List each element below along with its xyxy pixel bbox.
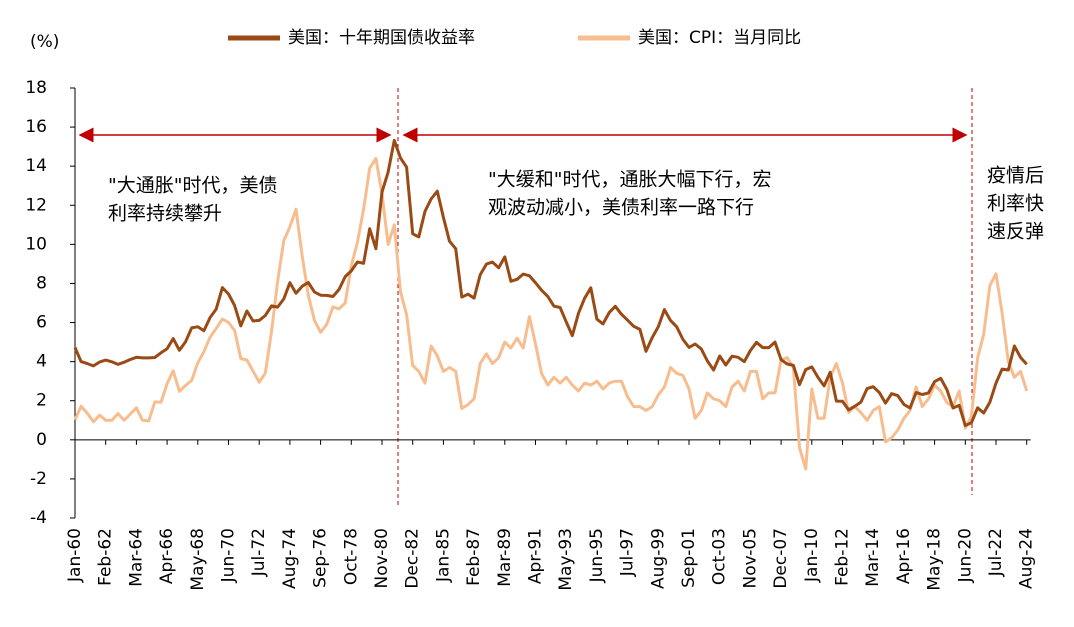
x-tick-label: Sep-76 (311, 528, 331, 588)
x-tick-label: Feb-62 (96, 528, 116, 586)
y-tick-label: 12 (25, 195, 47, 215)
x-tick-label: Jul-22 (986, 528, 1006, 577)
y-tick-label: 18 (25, 78, 47, 98)
x-tick-label: Apr-91 (526, 528, 546, 584)
x-tick-label: Dec-07 (771, 528, 791, 589)
y-tick-label: 14 (25, 156, 47, 176)
x-tick-label: Nov-05 (740, 528, 760, 589)
y-tick-label: -2 (30, 469, 47, 489)
y-tick-label: 6 (36, 313, 47, 333)
series-line (73, 156, 1029, 471)
y-tick-label: 16 (25, 117, 47, 137)
series-line (73, 138, 1028, 427)
x-tick-label: Aug-99 (648, 528, 668, 589)
x-tick-label: Mar-64 (126, 528, 146, 587)
x-tick-label: Oct-78 (341, 528, 361, 585)
annotation: "大缓和"时代，通胀大幅下行，宏 (488, 169, 771, 191)
y-unit: (%) (30, 32, 59, 52)
y-tick-label: 0 (36, 430, 47, 450)
x-tick-label: Feb-12 (833, 528, 853, 586)
x-tick-label: Sep-01 (679, 528, 699, 588)
x-tick-label: Aug-24 (1017, 528, 1037, 589)
x-tick-label: May-18 (925, 528, 945, 591)
y-tick-label: -4 (30, 508, 47, 528)
annotation: 观波动减小，美债利率一路下行 (488, 197, 754, 219)
x-tick-label: Feb-87 (464, 528, 484, 586)
annotation: 疫情后 (987, 165, 1044, 187)
x-tick-label: Aug-74 (280, 528, 300, 589)
x-tick-label: Jun-70 (219, 528, 239, 583)
y-tick-label: 2 (36, 391, 47, 411)
x-tick-label: Jan-60 (65, 528, 85, 583)
x-tick-label: May-93 (556, 528, 576, 591)
annotation: 利率快 (987, 193, 1044, 215)
x-tick-label: Mar-89 (495, 528, 515, 587)
x-tick-label: Jan-10 (802, 528, 822, 583)
x-tick-label: Jun-95 (587, 528, 607, 583)
x-tick-label: Oct-03 (710, 528, 730, 585)
x-tick-label: Jan-85 (433, 528, 453, 583)
x-tick-label: Mar-14 (863, 528, 883, 587)
x-tick-label: Jun-20 (955, 528, 975, 583)
x-tick-label: Dec-82 (403, 528, 423, 589)
annotation: 利率持续攀升 (108, 203, 222, 225)
y-tick-label: 8 (36, 273, 47, 293)
annotation: "大通胀"时代，美债 (108, 175, 277, 197)
x-tick-label: May-68 (188, 528, 208, 591)
x-tick-label: Jul-97 (618, 528, 638, 577)
annotation: 速反弹 (987, 221, 1044, 243)
y-tick-label: 4 (36, 352, 47, 372)
x-tick-label: Apr-16 (894, 528, 914, 584)
y-tick-label: 10 (25, 234, 47, 254)
x-tick-label: Nov-80 (372, 528, 392, 589)
x-tick-label: Apr-66 (157, 528, 177, 584)
x-tick-label: Jul-72 (249, 528, 269, 577)
legend-label: 美国：CPI：当月同比 (638, 28, 801, 48)
legend-label: 美国：十年期国债收益率 (288, 28, 475, 48)
